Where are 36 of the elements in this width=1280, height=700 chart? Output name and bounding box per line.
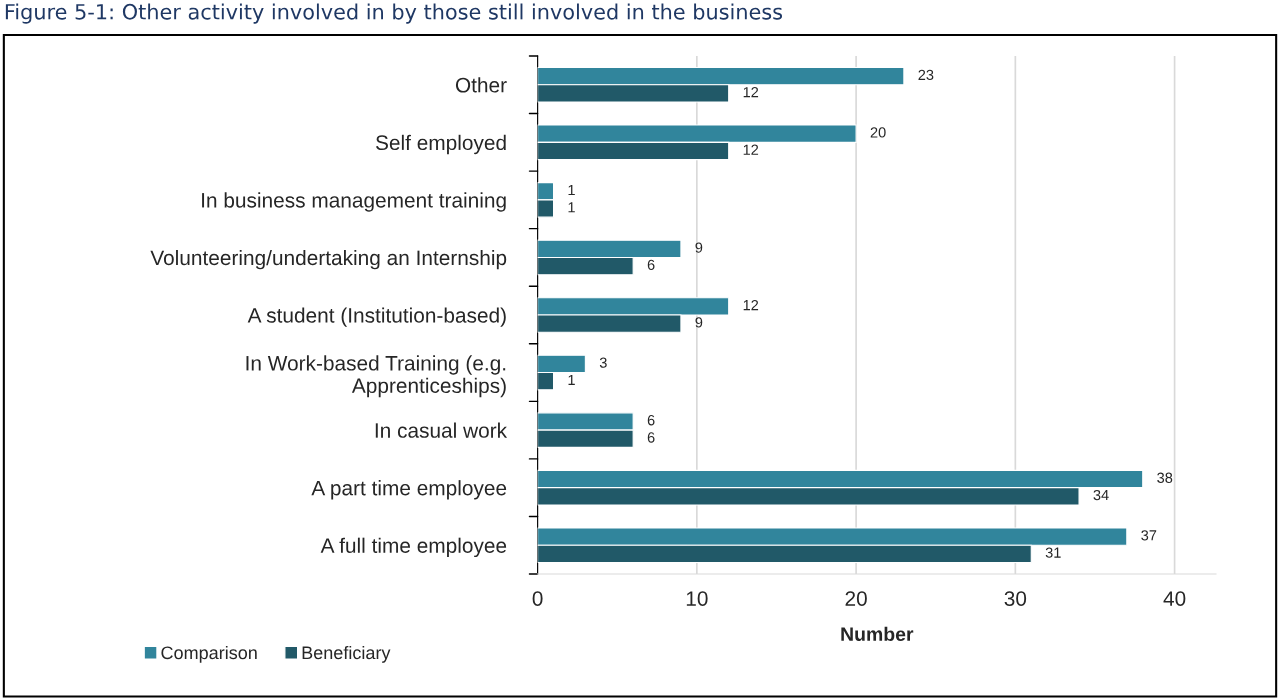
data-label: 23 bbox=[918, 69, 934, 81]
data-label: 34 bbox=[1093, 489, 1109, 501]
data-label: 9 bbox=[695, 242, 703, 253]
data-label: 6 bbox=[647, 432, 655, 443]
y-tick-label: In business management training bbox=[202, 192, 506, 212]
y-tick-label: A student (Institution-based) bbox=[247, 307, 506, 327]
legend-label: Beneficiary bbox=[302, 645, 391, 663]
data-label: 6 bbox=[647, 259, 655, 270]
data-label: 12 bbox=[743, 144, 759, 155]
y-tick-label: In Work-based Training (e.g. Apprenticeships) bbox=[246, 355, 506, 398]
x-axis-title: Number bbox=[841, 626, 914, 642]
y-tick-label: Volunteering/undertaking an Internship bbox=[150, 249, 507, 270]
data-label: 31 bbox=[1045, 547, 1061, 558]
data-label: 1 bbox=[568, 374, 575, 385]
y-tick-label: A part time employee bbox=[311, 480, 507, 500]
x-tick-label: 0 bbox=[532, 591, 543, 606]
data-label: 1 bbox=[568, 184, 575, 196]
data-label: 9 bbox=[695, 317, 703, 328]
data-label: 12 bbox=[743, 87, 759, 98]
y-tick-label: A full time employee bbox=[320, 537, 507, 558]
y-tick-label: In casual work bbox=[375, 422, 508, 438]
data-label: 3 bbox=[599, 357, 607, 368]
x-tick-label: 20 bbox=[845, 591, 867, 606]
data-label: 37 bbox=[1141, 530, 1157, 541]
data-label: 6 bbox=[647, 415, 655, 426]
data-label: 20 bbox=[870, 127, 886, 138]
chart-title: Figure 5-1: Other activity involved in by those still involved in the business bbox=[5, 3, 783, 24]
x-tick-label: 30 bbox=[1004, 591, 1027, 606]
data-label: 38 bbox=[1157, 472, 1173, 483]
legend-label: Comparison bbox=[161, 645, 257, 663]
y-tick-label: Other bbox=[455, 77, 507, 93]
data-label: 12 bbox=[743, 299, 759, 311]
x-tick-label: 10 bbox=[686, 591, 708, 606]
data-label: 1 bbox=[568, 202, 575, 213]
x-tick-label: 40 bbox=[1163, 591, 1186, 606]
y-tick-label: Self employed bbox=[375, 134, 506, 155]
